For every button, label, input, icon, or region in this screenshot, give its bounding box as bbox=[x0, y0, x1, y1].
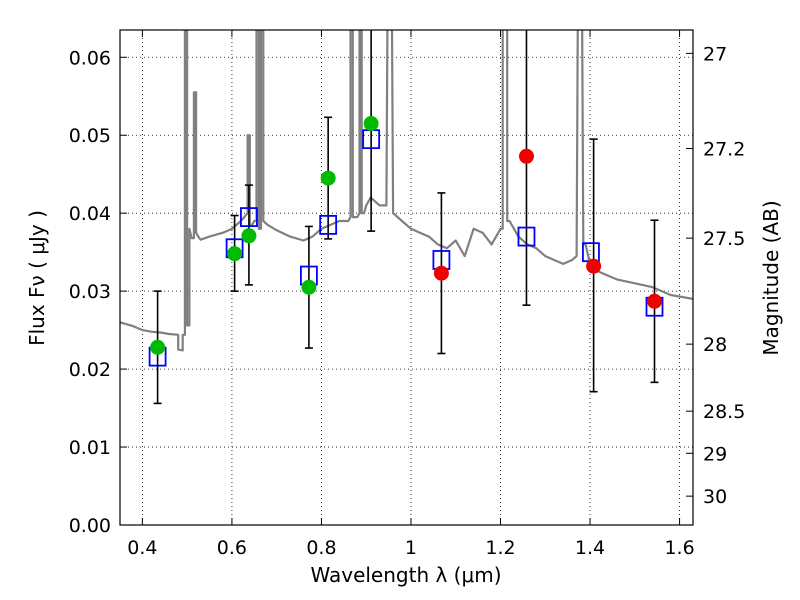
observed-point bbox=[320, 170, 336, 186]
model-photometry-square bbox=[517, 226, 536, 247]
plot-area bbox=[120, 30, 693, 405]
mag-tick-label: 27.5 bbox=[703, 228, 745, 250]
y-tick-label: 0.03 bbox=[69, 281, 111, 303]
plot-frame bbox=[119, 29, 694, 526]
observed-point bbox=[586, 258, 602, 274]
x-axis-label: Wavelength λ (μm) bbox=[310, 563, 501, 587]
mag-tick-label: 30 bbox=[703, 486, 727, 508]
observed-point bbox=[150, 339, 166, 355]
observed-point bbox=[227, 246, 243, 262]
y-tick-label: 0.06 bbox=[69, 47, 111, 69]
y-tick-label: 0.04 bbox=[69, 203, 111, 225]
y-tick-label: 0.05 bbox=[69, 125, 111, 147]
grid-lines bbox=[120, 30, 693, 526]
mag-tick-label: 28 bbox=[703, 334, 727, 356]
axes: 0.4 0.6 0.8 1 1.2 1.4 1.6 0.00 0.01 0.02 0.03 0.04 0… bbox=[69, 30, 745, 559]
mag-tick-label: 27.2 bbox=[703, 138, 745, 160]
mag-tick-label: 28.5 bbox=[703, 401, 745, 423]
observed-point bbox=[363, 116, 379, 132]
model-photometry-square bbox=[319, 214, 338, 235]
observed-point bbox=[647, 293, 663, 309]
y-tick-label: 0.01 bbox=[69, 437, 111, 459]
model-spectrum-line bbox=[120, 30, 693, 352]
x-tick-label: 0.6 bbox=[217, 537, 247, 559]
x-tick-label: 1.6 bbox=[664, 537, 694, 559]
observed-point bbox=[241, 228, 257, 244]
x-tick-label: 0.4 bbox=[127, 537, 157, 559]
x-tick-label: 1.4 bbox=[575, 537, 605, 559]
y2-axis-label: Magnitude (AB) bbox=[759, 200, 783, 355]
y-tick-label: 0.02 bbox=[69, 359, 111, 381]
observed-point bbox=[518, 148, 534, 164]
observed-point bbox=[301, 279, 317, 295]
observed-point bbox=[433, 265, 449, 281]
x-tick-label: 1 bbox=[405, 537, 417, 559]
mag-tick-label: 27 bbox=[703, 43, 727, 65]
x-tick-label: 0.8 bbox=[306, 537, 336, 559]
model-photometry-square bbox=[240, 207, 258, 227]
y-axis-label: Flux Fν ( μJy ) bbox=[25, 210, 49, 346]
x-tick-label: 1.2 bbox=[485, 537, 515, 559]
mag-tick-label: 29 bbox=[703, 443, 727, 465]
y-tick-label: 0.00 bbox=[69, 515, 111, 537]
